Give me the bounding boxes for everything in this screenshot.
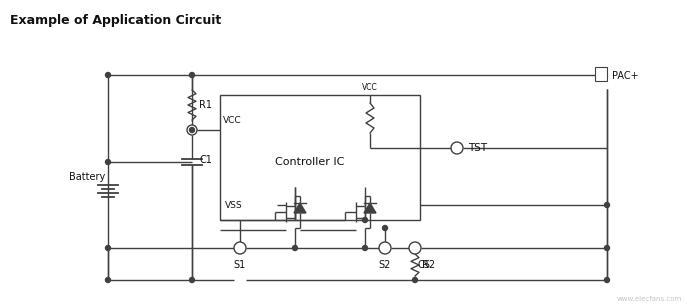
Text: R1: R1 [199, 100, 212, 110]
Circle shape [379, 242, 391, 254]
Circle shape [409, 242, 421, 254]
Text: C1: C1 [199, 155, 212, 165]
Circle shape [190, 278, 194, 282]
Circle shape [605, 278, 609, 282]
Circle shape [106, 246, 111, 251]
Circle shape [412, 278, 418, 282]
Text: VCC: VCC [362, 83, 378, 92]
Circle shape [363, 217, 368, 223]
Circle shape [293, 246, 297, 251]
Circle shape [451, 142, 463, 154]
Text: Example of Application Circuit: Example of Application Circuit [10, 14, 221, 27]
Text: Controller IC: Controller IC [275, 157, 345, 167]
Text: PAC+: PAC+ [612, 71, 639, 81]
Text: www.elecfans.com: www.elecfans.com [617, 296, 682, 302]
Circle shape [106, 160, 111, 165]
Circle shape [190, 127, 194, 133]
Circle shape [106, 72, 111, 77]
Text: Battery: Battery [69, 172, 105, 182]
Text: S1: S1 [234, 260, 246, 270]
Circle shape [605, 246, 609, 251]
Text: CS: CS [418, 260, 431, 270]
Polygon shape [364, 203, 376, 213]
Circle shape [363, 246, 368, 251]
Text: R2: R2 [422, 260, 435, 270]
Polygon shape [294, 203, 306, 213]
Bar [220, 95, 420, 220]
Circle shape [234, 242, 246, 254]
Bar [595, 67, 607, 81]
Text: TST: TST [468, 143, 487, 153]
Circle shape [187, 125, 197, 135]
Circle shape [190, 72, 194, 77]
Circle shape [106, 278, 111, 282]
Circle shape [383, 226, 387, 231]
Text: VCC: VCC [223, 116, 242, 125]
Circle shape [605, 203, 609, 208]
Text: S2: S2 [379, 260, 391, 270]
Text: VSS: VSS [225, 200, 243, 209]
